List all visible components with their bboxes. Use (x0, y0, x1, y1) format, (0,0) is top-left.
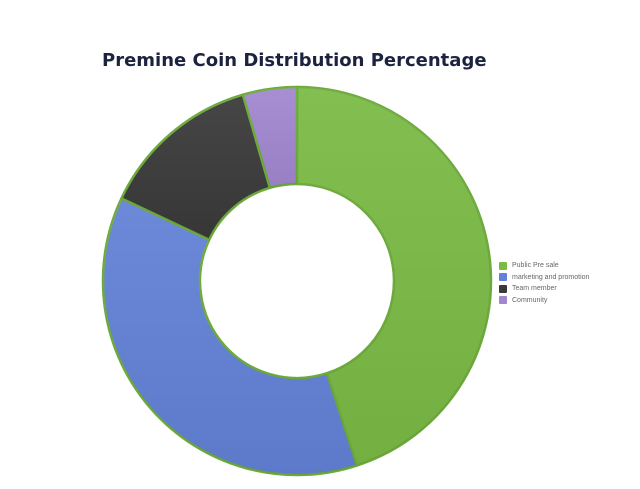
chart-title: Premine Coin Distribution Percentage (102, 50, 487, 71)
legend-label: Team member (512, 285, 557, 293)
legend-swatch (499, 284, 507, 293)
donut-slice-marketing-and-promotion[interactable] (101, 197, 359, 477)
legend-label: marketing and promotion (512, 273, 590, 281)
legend-item[interactable]: marketing and promotion (499, 272, 589, 284)
legend-item[interactable]: Team member (499, 283, 589, 295)
legend-label: Community (512, 296, 548, 304)
chart-legend: Public Pre sale marketing and promotion Te… (499, 260, 589, 306)
legend-item[interactable]: Community (499, 295, 589, 307)
donut-slices (101, 85, 493, 477)
legend-swatch (499, 273, 507, 282)
legend-swatch (499, 261, 507, 270)
legend-swatch (499, 296, 507, 305)
legend-item[interactable]: Public Pre sale (499, 260, 589, 272)
legend-label: Public Pre sale (512, 262, 559, 270)
